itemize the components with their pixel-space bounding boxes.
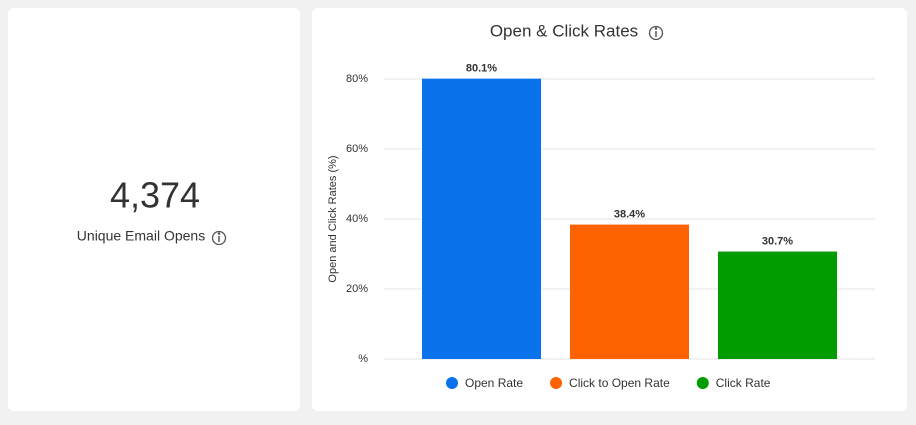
- info-icon[interactable]: [211, 230, 227, 246]
- legend-marker: [550, 377, 563, 389]
- y-tick-label: 80%: [346, 73, 368, 85]
- legend-label[interactable]: Open Rate: [465, 376, 523, 390]
- value-label: 30.7%: [762, 235, 793, 247]
- value-label: 38.4%: [614, 209, 645, 221]
- legend-marker: [696, 377, 709, 389]
- y-tick-label: 20%: [346, 283, 368, 295]
- kpi-label: Unique Email Opens: [77, 228, 205, 244]
- y-axis-label: Open and Click Rates (%): [327, 155, 339, 282]
- legend-label[interactable]: Click to Open Rate: [569, 376, 670, 390]
- bar: [570, 224, 689, 359]
- y-tick-label: %: [358, 353, 368, 365]
- legend-label[interactable]: Click Rate: [716, 376, 771, 390]
- bar: [718, 251, 837, 359]
- kpi-card: [8, 8, 300, 411]
- chart-title: Open & Click Rates: [490, 21, 638, 40]
- info-icon[interactable]: [648, 25, 664, 41]
- bar: [422, 78, 541, 360]
- value-label: 80.1%: [466, 63, 497, 75]
- y-tick-label: 60%: [346, 143, 368, 155]
- legend-marker: [446, 377, 458, 389]
- kpi-value: 4,374: [110, 175, 200, 216]
- y-tick-label: 40%: [346, 213, 368, 225]
